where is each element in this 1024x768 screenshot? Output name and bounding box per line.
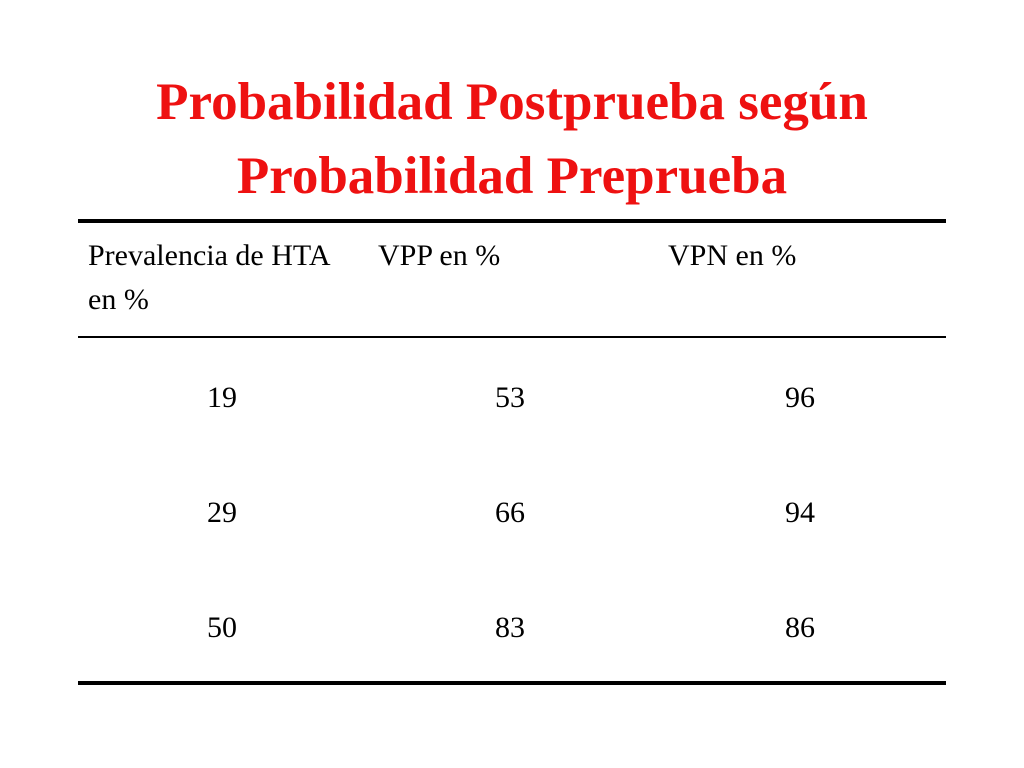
- table-top-rule: [78, 219, 946, 223]
- table-bottom-rule: [78, 681, 946, 685]
- title-line: Probabilidad Postprueba según: [156, 73, 868, 131]
- title-line: Probabilidad Preprueba: [236, 147, 788, 205]
- table-cell: 50: [207, 611, 237, 644]
- table-cell: 19: [207, 381, 237, 414]
- table-cell: 53: [495, 381, 525, 414]
- header-rule: [78, 336, 946, 338]
- column-header: VPP en %: [378, 239, 501, 272]
- table-cell: 29: [207, 496, 237, 529]
- table-cell: 94: [785, 496, 815, 529]
- table-cell: 86: [785, 611, 815, 644]
- table-cell: 96: [785, 381, 815, 414]
- column-header: VPN en %: [668, 239, 797, 272]
- column-header: Prevalencia de HTA en %: [88, 239, 329, 316]
- table-cell: 83: [495, 611, 525, 644]
- table-cell: 66: [495, 496, 525, 529]
